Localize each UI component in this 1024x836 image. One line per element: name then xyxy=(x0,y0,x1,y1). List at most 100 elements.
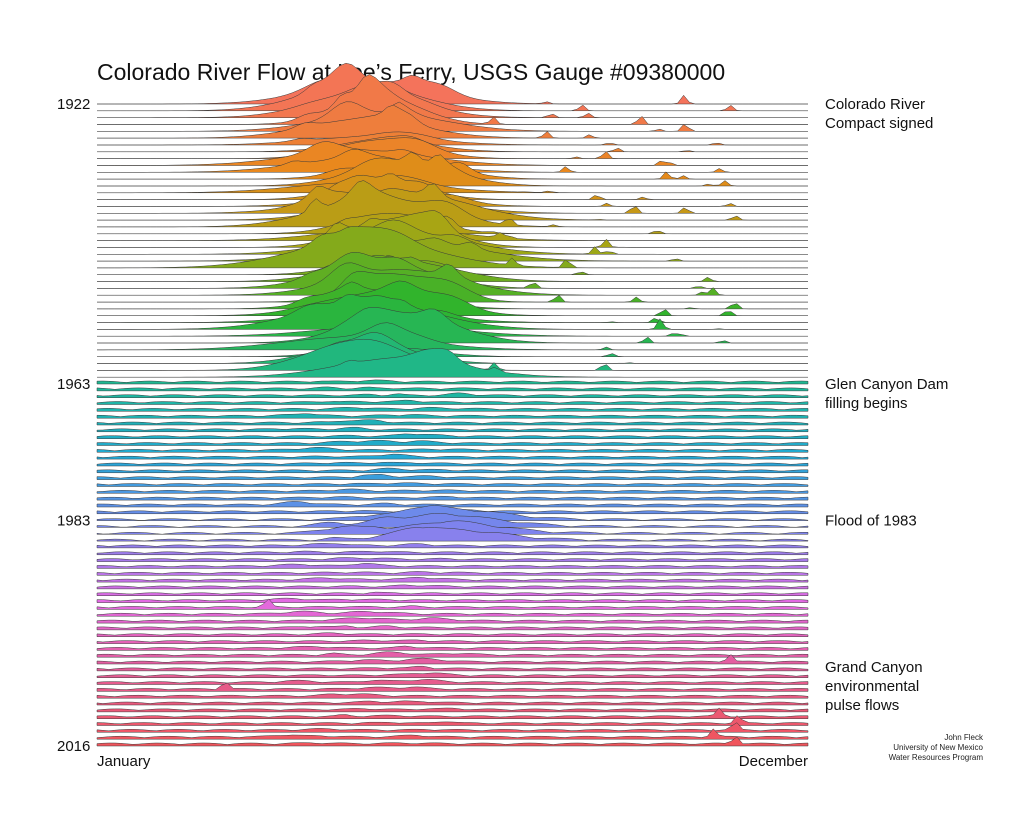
ridge-2000 xyxy=(96,632,809,637)
ridge-1962 xyxy=(97,348,808,378)
ridge-1976 xyxy=(96,467,809,474)
ridge-2001 xyxy=(96,639,809,644)
ridge-1940 xyxy=(97,180,808,228)
ridge-2016 xyxy=(96,736,809,747)
x-start-label: January xyxy=(97,753,151,770)
ridge-1994 xyxy=(96,591,809,596)
ridge-2013 xyxy=(96,715,809,726)
ridge-1992 xyxy=(96,576,809,583)
ridge-1988 xyxy=(96,550,809,556)
ridge-2003 xyxy=(96,651,809,658)
ridge-1965 xyxy=(96,392,809,398)
ridge-1950 xyxy=(97,262,808,296)
annotation-1-line-1: filling begins xyxy=(825,395,908,412)
annotation-1-line-0: Glen Canyon Dam xyxy=(825,376,948,393)
ridge-1995 xyxy=(96,597,809,603)
credit-line-2: Water Resources Program xyxy=(889,753,984,762)
ridge-1922 xyxy=(97,74,808,105)
year-labels: 1922 1963 1983 2016 xyxy=(57,96,90,755)
ridge-1975 xyxy=(96,461,809,467)
ridge-1945 xyxy=(97,236,808,262)
ridge-2004 xyxy=(96,654,809,665)
ridge-1926 xyxy=(97,101,808,132)
ridge-1974 xyxy=(96,453,809,460)
ridge-1977 xyxy=(96,474,809,480)
ridge-2014 xyxy=(96,722,809,733)
annotation-2-line-0: Flood of 1983 xyxy=(825,513,917,530)
ridge-1944 xyxy=(97,219,808,255)
ridge-1931 xyxy=(97,141,808,166)
ridge-1953 xyxy=(97,280,808,316)
annotation-3-line-2: pulse flows xyxy=(825,697,899,714)
ridge-2015 xyxy=(96,728,809,740)
ridge-1924 xyxy=(97,80,808,118)
ridge-1934 xyxy=(97,151,808,187)
ridge-1923 xyxy=(97,62,808,112)
ridge-1967 xyxy=(96,406,809,412)
ridge-2010 xyxy=(96,700,809,706)
ridge-1941 xyxy=(97,213,808,235)
ridge-1990 xyxy=(96,563,809,569)
ridge-1964 xyxy=(96,386,809,392)
ridge-1981 xyxy=(96,501,809,508)
credit-line-0: John Fleck xyxy=(944,733,984,742)
ridge-1946 xyxy=(97,226,808,269)
ridge-1927 xyxy=(97,104,808,139)
year-label-2016: 2016 xyxy=(57,738,90,755)
ridge-1955 xyxy=(97,294,808,330)
annotation-0-line-1: Compact signed xyxy=(825,115,933,132)
ridge-1929 xyxy=(97,135,808,153)
ridge-1985 xyxy=(96,520,809,535)
ridge-2005 xyxy=(96,665,809,672)
ridge-2007 xyxy=(96,679,809,685)
ridge-1999 xyxy=(96,625,809,631)
ridges-group xyxy=(96,62,809,747)
annotations: Colorado River Compact signed Glen Canyon … xyxy=(825,96,948,714)
ridge-1969 xyxy=(96,419,809,426)
ridge-1998 xyxy=(96,617,809,624)
ridge-1984 xyxy=(96,513,809,528)
ridge-1930 xyxy=(97,137,808,159)
ridge-1951 xyxy=(97,271,808,303)
ridge-1925 xyxy=(97,74,808,125)
ridge-1972 xyxy=(96,439,809,446)
ridge-1996 xyxy=(96,598,809,610)
x-end-label: December xyxy=(739,753,808,770)
ridge-1943 xyxy=(97,210,808,248)
annotation-3-line-0: Grand Canyon xyxy=(825,659,923,676)
ridge-2002 xyxy=(96,645,809,651)
ridge-2011 xyxy=(96,707,809,713)
ridge-1968 xyxy=(96,413,809,419)
ridge-1928 xyxy=(97,131,808,146)
ridge-2008 xyxy=(96,682,809,692)
annotation-0-line-0: Colorado River xyxy=(825,96,925,113)
ridge-1973 xyxy=(96,447,809,453)
ridge-1980 xyxy=(96,495,809,501)
ridge-1993 xyxy=(96,584,809,590)
ridge-1983 xyxy=(96,505,809,521)
year-label-1922: 1922 xyxy=(57,96,90,113)
ridge-1971 xyxy=(96,433,809,439)
annotation-3-line-1: environmental xyxy=(825,678,919,695)
ridge-1958 xyxy=(97,322,808,351)
ridge-1970 xyxy=(96,426,809,433)
ridge-1935 xyxy=(97,175,808,194)
ridge-1986 xyxy=(96,527,809,542)
ridge-1987 xyxy=(96,543,809,549)
year-label-1963: 1963 xyxy=(57,376,90,393)
ridge-1963 xyxy=(96,379,809,385)
ridge-1939 xyxy=(97,183,808,221)
ridge-1957 xyxy=(97,307,808,344)
ridge-1991 xyxy=(96,571,809,576)
credit-line-1: University of New Mexico xyxy=(893,743,983,752)
ridge-2006 xyxy=(96,672,809,678)
ridge-2009 xyxy=(96,693,809,699)
ridge-1989 xyxy=(96,557,809,562)
year-label-1983: 1983 xyxy=(57,513,90,530)
ridge-1978 xyxy=(96,482,809,487)
ridge-1966 xyxy=(96,399,809,405)
ridge-1997 xyxy=(96,610,809,617)
ridge-1979 xyxy=(96,488,809,494)
